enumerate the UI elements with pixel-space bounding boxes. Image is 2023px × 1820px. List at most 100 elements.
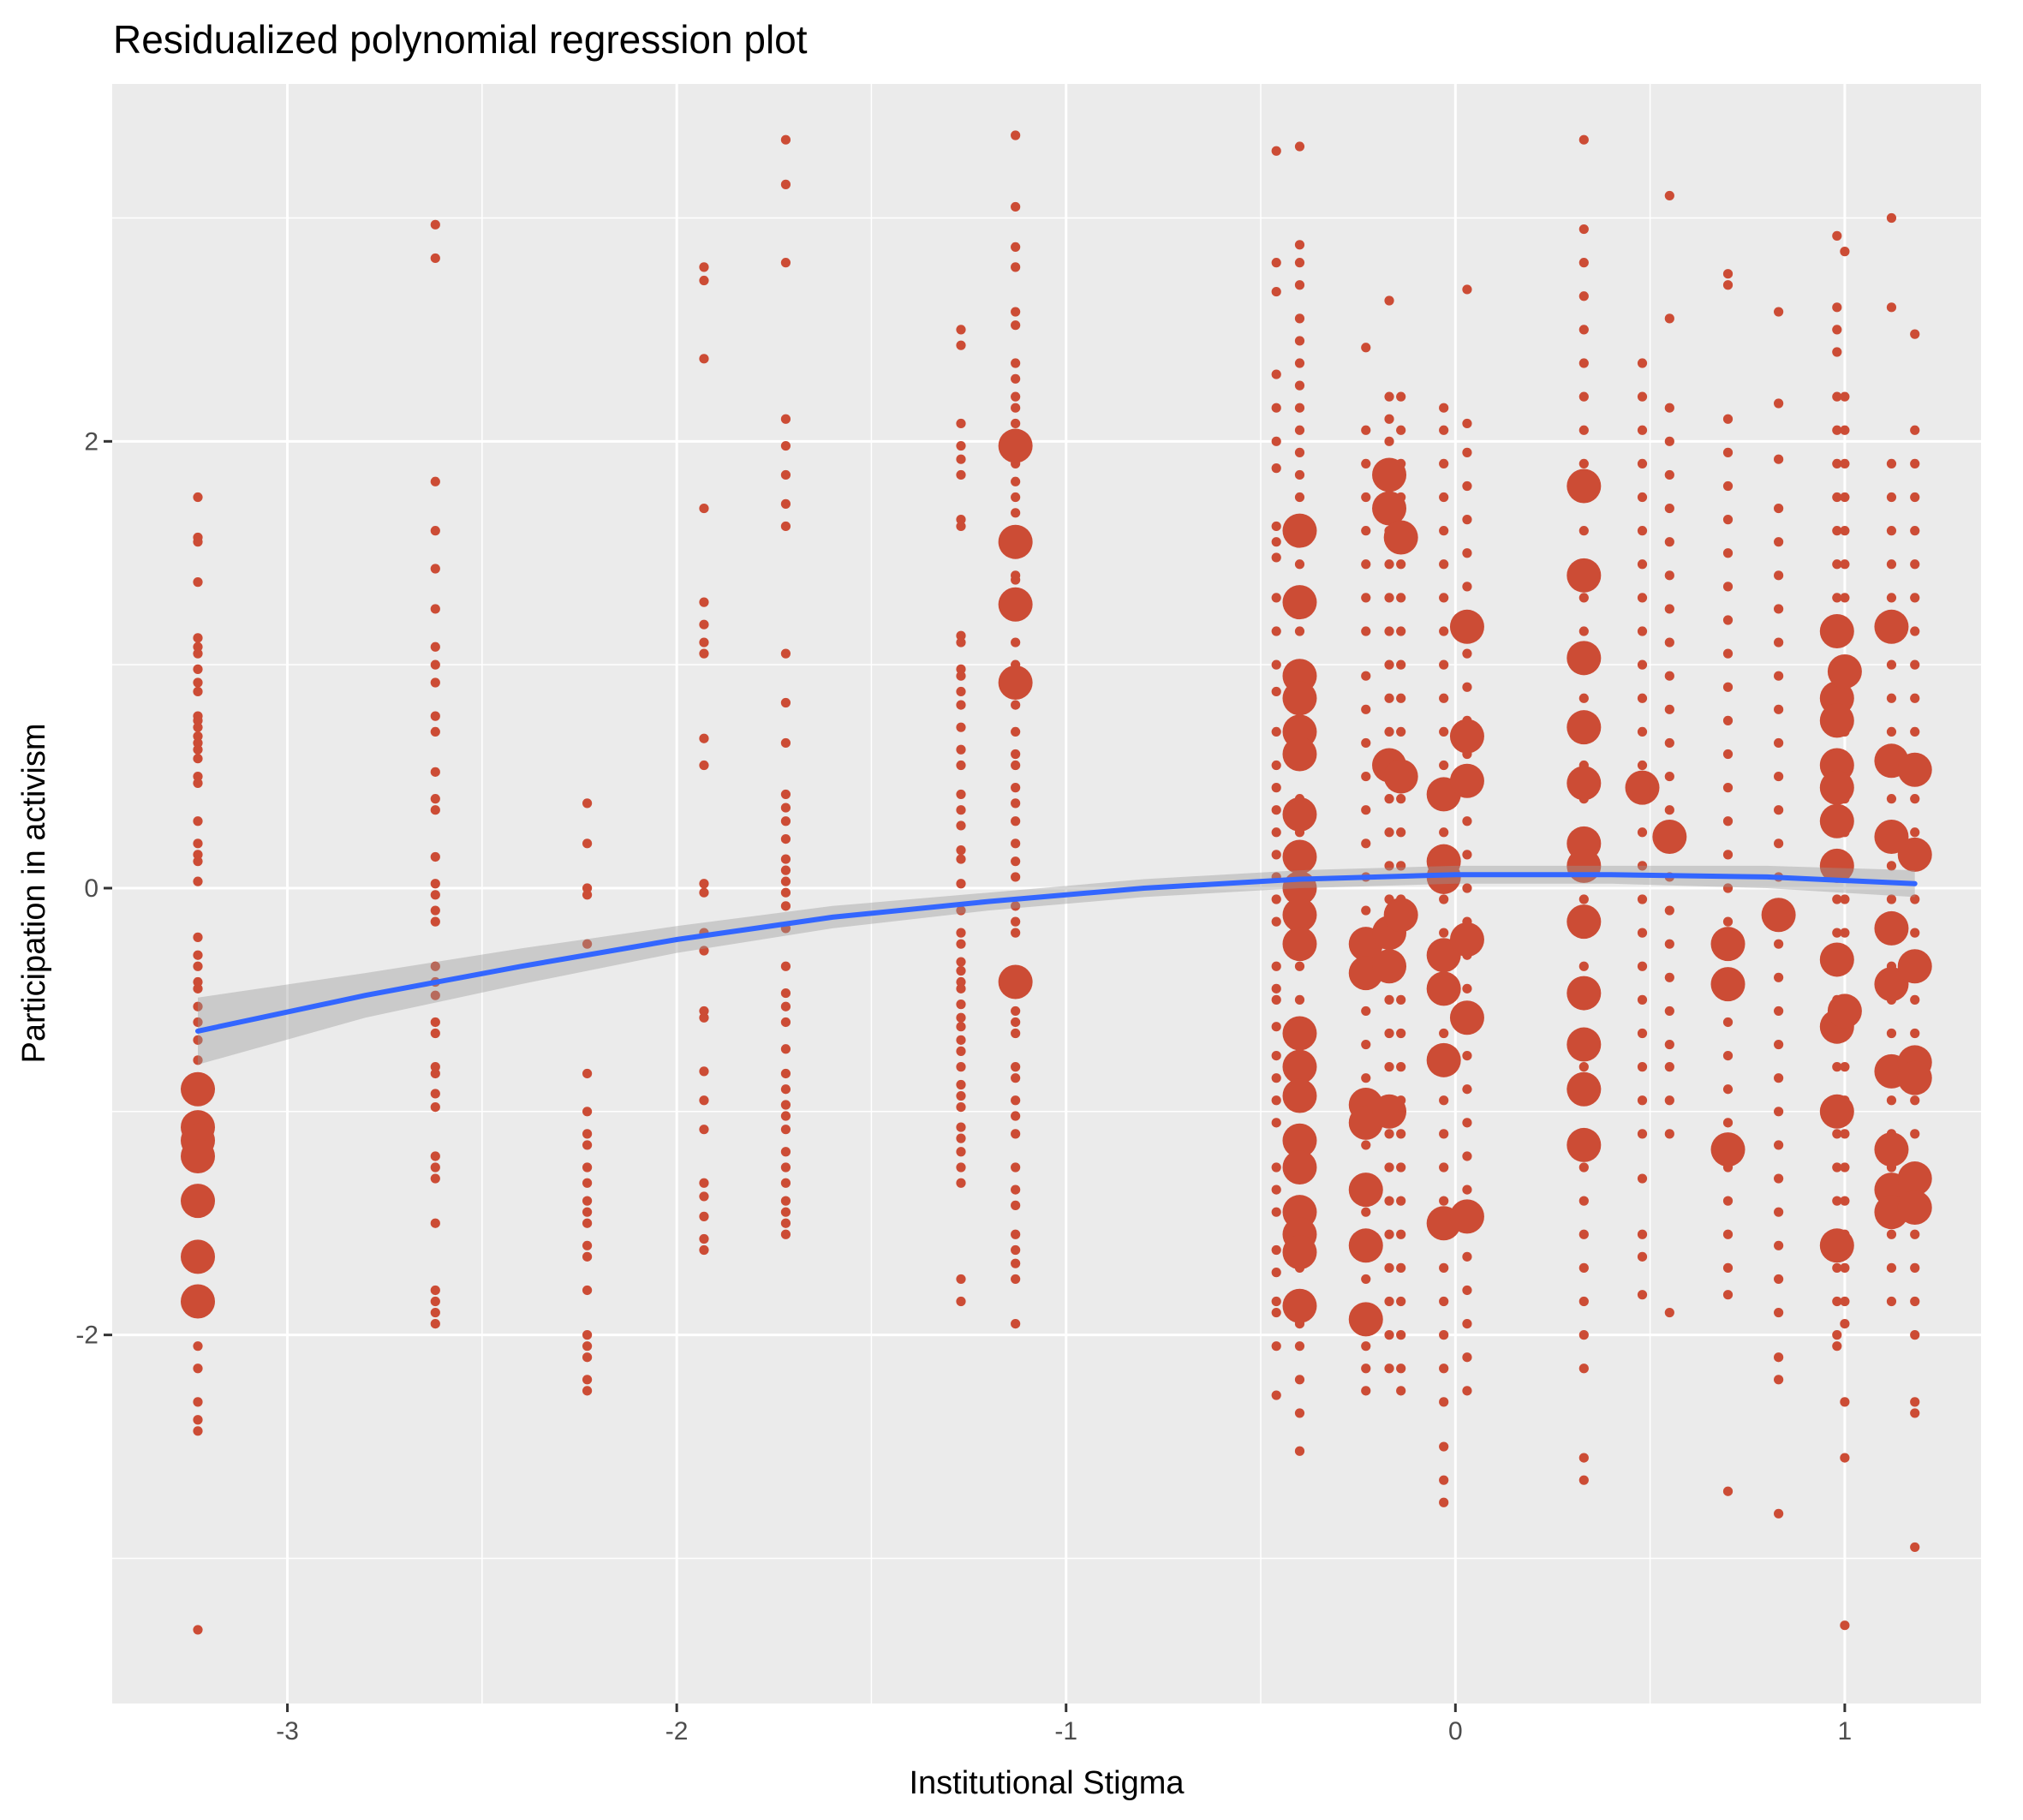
data-point-large bbox=[1897, 837, 1932, 872]
data-point bbox=[1011, 700, 1021, 710]
data-point bbox=[1462, 515, 1472, 525]
data-point bbox=[430, 1296, 440, 1307]
data-point bbox=[1271, 593, 1281, 603]
data-point bbox=[1832, 526, 1842, 536]
data-point-large bbox=[1282, 585, 1317, 620]
data-point bbox=[1271, 760, 1281, 771]
data-point bbox=[956, 469, 966, 480]
data-point-large bbox=[1819, 942, 1854, 977]
data-point bbox=[1664, 972, 1674, 982]
data-point bbox=[1294, 469, 1305, 480]
data-point bbox=[780, 258, 791, 268]
data-point bbox=[1637, 1290, 1648, 1300]
data-point bbox=[1396, 593, 1406, 603]
data-point bbox=[956, 1062, 966, 1072]
data-point bbox=[1011, 901, 1021, 911]
data-point bbox=[1664, 436, 1674, 446]
data-point-large bbox=[1566, 468, 1602, 504]
data-point bbox=[780, 134, 791, 145]
data-point bbox=[582, 1218, 593, 1228]
data-point-large bbox=[1897, 1190, 1932, 1225]
data-point bbox=[1396, 559, 1406, 570]
data-point bbox=[1361, 1140, 1371, 1150]
data-point bbox=[780, 1100, 791, 1110]
data-point bbox=[1439, 1364, 1449, 1374]
data-point bbox=[1011, 508, 1021, 518]
data-point-large bbox=[1710, 927, 1746, 962]
data-point bbox=[1011, 1229, 1021, 1239]
data-point bbox=[1637, 861, 1648, 871]
data-point bbox=[1439, 1028, 1449, 1039]
y-tick-labels: -2 0 2 bbox=[75, 427, 98, 1349]
data-point bbox=[699, 1211, 709, 1221]
data-point bbox=[780, 469, 791, 480]
data-point bbox=[1271, 1207, 1281, 1217]
data-point bbox=[699, 1125, 709, 1135]
data-point bbox=[1294, 313, 1305, 324]
data-point bbox=[1664, 403, 1674, 413]
data-point bbox=[1637, 994, 1648, 1005]
data-point bbox=[1578, 391, 1589, 402]
data-point bbox=[582, 1240, 593, 1250]
data-point bbox=[1396, 626, 1406, 636]
data-point bbox=[1271, 146, 1281, 156]
data-point bbox=[1840, 247, 1850, 257]
data-point-large bbox=[1761, 898, 1796, 933]
data-point bbox=[1832, 1129, 1842, 1139]
data-point bbox=[1361, 905, 1371, 916]
data-point bbox=[1832, 894, 1842, 904]
data-point bbox=[1294, 280, 1305, 290]
data-point-large bbox=[1372, 457, 1407, 492]
data-point bbox=[1384, 861, 1394, 871]
data-point bbox=[780, 1229, 791, 1239]
data-point bbox=[1384, 436, 1394, 446]
data-point bbox=[1910, 526, 1920, 536]
data-point bbox=[1384, 827, 1394, 838]
data-point bbox=[1832, 425, 1842, 435]
data-point-large bbox=[1449, 719, 1484, 754]
data-point bbox=[1832, 593, 1842, 603]
data-point bbox=[1271, 369, 1281, 379]
data-point-large bbox=[1383, 759, 1418, 794]
data-point bbox=[780, 498, 791, 509]
data-point bbox=[1396, 391, 1406, 402]
data-point bbox=[1011, 1095, 1021, 1106]
data-point bbox=[1774, 537, 1784, 547]
data-point bbox=[1722, 1262, 1734, 1273]
data-point bbox=[1886, 458, 1897, 469]
data-point bbox=[1271, 686, 1281, 697]
data-point bbox=[1664, 939, 1674, 949]
data-point bbox=[1011, 418, 1021, 429]
data-point bbox=[1774, 398, 1784, 409]
data-point bbox=[1774, 1073, 1784, 1083]
data-point bbox=[1886, 1095, 1897, 1106]
data-point bbox=[1271, 1162, 1281, 1173]
data-point bbox=[430, 219, 440, 230]
data-point bbox=[1578, 1262, 1589, 1273]
data-point bbox=[956, 879, 966, 889]
data-point-large bbox=[1426, 1042, 1461, 1077]
data-point bbox=[193, 722, 203, 732]
data-point bbox=[780, 1218, 791, 1228]
data-point bbox=[1294, 1375, 1305, 1385]
data-point bbox=[1774, 805, 1784, 815]
data-point bbox=[1722, 749, 1734, 760]
data-point bbox=[956, 340, 966, 350]
data-point bbox=[1011, 201, 1021, 212]
data-point bbox=[1722, 280, 1734, 290]
data-point bbox=[1361, 1386, 1371, 1396]
data-point bbox=[1910, 492, 1920, 503]
x-tick-labels: -3 -2 -1 0 1 bbox=[276, 1717, 1852, 1745]
data-point bbox=[1637, 458, 1648, 469]
data-point bbox=[1637, 659, 1648, 670]
data-point bbox=[1361, 1005, 1371, 1017]
data-point bbox=[430, 1151, 440, 1161]
data-point bbox=[1886, 659, 1897, 670]
data-point bbox=[430, 1285, 440, 1296]
data-point-large bbox=[1449, 763, 1484, 798]
data-point bbox=[1774, 737, 1784, 749]
data-point bbox=[1439, 492, 1449, 503]
data-point bbox=[1578, 693, 1589, 703]
data-point bbox=[1840, 425, 1850, 435]
data-point bbox=[1832, 559, 1842, 570]
